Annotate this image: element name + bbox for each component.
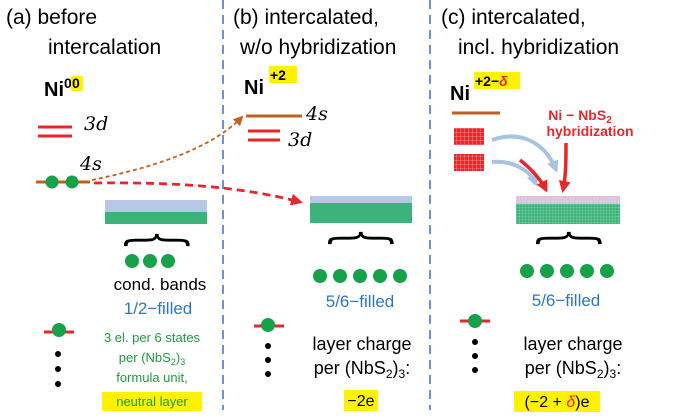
panel-a-band-empty bbox=[105, 200, 207, 212]
panel-c-charge-highlight bbox=[474, 72, 520, 89]
panel-b-ion-base: Ni bbox=[244, 77, 264, 99]
ellipsis-dot bbox=[265, 343, 271, 349]
panel-a-heading-line2: intercalation bbox=[48, 36, 161, 59]
panel-b-brace: { bbox=[321, 228, 404, 248]
panel-b-heading-line2: w/o hybridization bbox=[239, 36, 396, 59]
panel-c-band-filled bbox=[516, 204, 620, 224]
panel-a-electron bbox=[65, 175, 79, 189]
panel-b-layer-value-highlight bbox=[344, 390, 378, 411]
panel-b-band-electron bbox=[313, 269, 327, 283]
panel-c-band-empty bbox=[516, 196, 620, 204]
hybrid-arrow-lower bbox=[491, 159, 538, 187]
panel-b: (b) intercalated, w/o hybridization Ni +… bbox=[233, 6, 412, 411]
panel-a-4s-label: 4s bbox=[79, 153, 102, 175]
hybrid-arrow-red-right bbox=[558, 142, 571, 193]
panel-a-ion-charge: 0 bbox=[64, 75, 72, 91]
panel-c-layer-line2: per (NbS2)3: bbox=[525, 358, 621, 381]
ellipsis-dot bbox=[55, 366, 61, 372]
panel-c-hybrid-state-lower bbox=[454, 154, 484, 171]
panel-a-band-label: cond. bands bbox=[114, 275, 207, 294]
delta-symbol: δ bbox=[499, 73, 508, 89]
panel-a-note-line2: per (NbS2)3 bbox=[119, 350, 185, 367]
panel-c-hybrid-line2: hybridization bbox=[546, 123, 633, 139]
panel-c-band-electron bbox=[600, 264, 614, 278]
ellipsis-dot bbox=[265, 357, 271, 363]
panel-c-layer-line1: layer charge bbox=[523, 334, 622, 354]
panel-b-small-electron bbox=[261, 318, 275, 332]
panel-b-band-electron bbox=[373, 269, 387, 283]
panel-c-band-electron bbox=[520, 264, 534, 278]
ellipsis-dot bbox=[472, 367, 478, 373]
panel-b-band-filled bbox=[310, 203, 412, 223]
panel-c-heading-line1: (c) intercalated, bbox=[441, 6, 586, 29]
panel-a-band-filled bbox=[105, 212, 207, 224]
panel-b-layer-line2: per (NbS2)3: bbox=[314, 358, 410, 381]
panel-c-ion-charge: +2−δ bbox=[475, 73, 508, 89]
panel-a-band-electron bbox=[143, 254, 157, 268]
panel-a-3d-label: 3d bbox=[84, 113, 108, 135]
panel-c: (c) intercalated, incl. hybridization Ni… bbox=[441, 6, 634, 412]
panel-a: (a) before intercalation Ni0 0 3d 4s { c… bbox=[6, 6, 207, 411]
panel-b-charge-highlight bbox=[269, 66, 297, 83]
panel-a-heading-line1: (a) before bbox=[6, 6, 97, 29]
panel-b-band-electron bbox=[393, 269, 407, 283]
hybrid-arrow-red-left bbox=[518, 158, 548, 193]
panel-b-heading-line1: (b) intercalated, bbox=[233, 6, 379, 29]
panel-a-small-electron bbox=[52, 323, 66, 337]
panel-c-hybrid-line1: Ni − NbS2 bbox=[548, 107, 612, 126]
delta-symbol: δ bbox=[566, 394, 576, 411]
panel-c-layer-value-highlight bbox=[514, 391, 600, 412]
panel-b-fill-label: 5/6−filled bbox=[326, 292, 395, 311]
panel-b-band-empty bbox=[310, 196, 412, 203]
ellipsis-dot bbox=[472, 353, 478, 359]
panel-a-note-line4: neutral layer bbox=[116, 394, 188, 409]
panel-c-heading-line2: incl. hybridization bbox=[458, 36, 619, 59]
panel-a-fill-label: 1/2−filled bbox=[124, 299, 193, 318]
panel-a-note-line1: 3 el. per 6 states bbox=[104, 330, 201, 345]
panel-a-ion-label: Ni0 bbox=[44, 75, 72, 101]
panel-c-band-electron bbox=[560, 264, 574, 278]
panel-b-3d-label: 3d bbox=[288, 129, 312, 151]
panel-c-brace: { bbox=[529, 228, 612, 248]
panel-a-note-highlight bbox=[102, 392, 202, 411]
arrow-4s-to-4s bbox=[91, 115, 244, 181]
panel-b-layer-value: −2e bbox=[347, 393, 374, 410]
panel-a-note-line3: formula unit, bbox=[116, 370, 188, 385]
panel-c-ion-base: Ni bbox=[450, 83, 470, 105]
panel-c-small-electron bbox=[468, 314, 482, 328]
panel-c-hybrid-state-upper bbox=[454, 128, 484, 145]
panel-a-brace: { bbox=[117, 230, 200, 250]
hybrid-arrow-upper bbox=[491, 134, 559, 173]
panel-a-band-electron bbox=[125, 254, 139, 268]
panel-b-band-electron bbox=[333, 269, 347, 283]
panel-c-layer-value: (−2 + δ)e bbox=[525, 394, 590, 411]
ellipsis-dot bbox=[55, 381, 61, 387]
ellipsis-dot bbox=[265, 371, 271, 377]
panel-b-layer-line1: layer charge bbox=[312, 334, 411, 354]
panel-b-ion-charge: +2 bbox=[270, 67, 286, 83]
arrow-electrons-to-band bbox=[93, 181, 303, 206]
ellipsis-dot bbox=[472, 339, 478, 345]
ellipsis-dot bbox=[55, 351, 61, 357]
panel-a-charge-highlight bbox=[71, 76, 83, 91]
panel-a-electron bbox=[45, 175, 59, 189]
panel-a-band-electron bbox=[161, 254, 175, 268]
panel-b-band-electron bbox=[353, 269, 367, 283]
panel-c-band-electron bbox=[580, 264, 594, 278]
panel-b-4s-label: 4s bbox=[305, 103, 328, 125]
panel-a-ion-charge-top: 0 bbox=[72, 75, 80, 91]
panel-c-fill-label: 5/6−filled bbox=[532, 291, 601, 310]
panel-c-band-electron bbox=[540, 264, 554, 278]
